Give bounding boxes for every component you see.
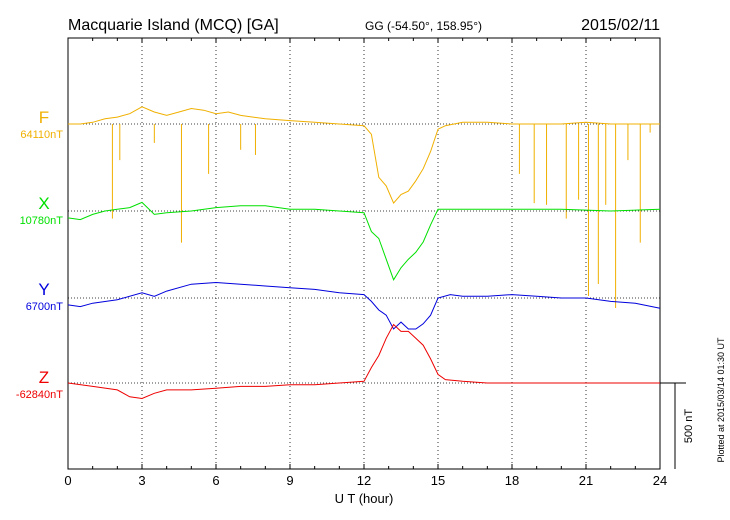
series-label-x: X <box>38 194 49 213</box>
series-baseline-f: 64110nT <box>20 129 63 141</box>
series-baseline-x: 10780nT <box>20 215 64 227</box>
x-tick-label: 18 <box>505 473 519 488</box>
station-coordinates: GG (-54.50°, 158.95°) <box>365 19 482 33</box>
series-line-y <box>67 281 661 330</box>
series-baseline-y: 6700nT <box>26 301 64 313</box>
series-baseline-z: -62840nT <box>16 389 63 401</box>
scale-bar-label: 500 nT <box>683 409 695 444</box>
x-axis-label: U T (hour) <box>335 491 394 506</box>
series-label-z: Z <box>39 368 49 387</box>
x-tick-label: 24 <box>653 473 667 488</box>
grid-lines <box>141 38 587 469</box>
plotted-timestamp: Plotted at 2015/03/14 01:30 UT <box>716 337 726 463</box>
series-line-x <box>67 201 661 281</box>
series-line-z <box>67 323 660 400</box>
x-tick-label: 15 <box>431 473 445 488</box>
x-tick-label: 6 <box>212 473 219 488</box>
scale-bar: 500 nT <box>660 382 695 469</box>
series-label-y: Y <box>38 280 49 299</box>
chart-date: 2015/02/11 <box>581 17 660 34</box>
series-layer: F 64110nT X 10780nT Y 6700nT Z -62840nT <box>16 106 661 401</box>
x-axis: 0 3 6 9 12 15 18 21 24 <box>64 38 667 488</box>
x-tick-label: 12 <box>357 473 371 488</box>
x-tick-label: 0 <box>64 473 71 488</box>
series-line-f <box>68 106 660 205</box>
x-tick-label: 21 <box>579 473 593 488</box>
station-title: Macquarie Island (MCQ) [GA] <box>68 17 279 34</box>
x-tick-label: 9 <box>286 473 293 488</box>
series-label-f: F <box>39 108 49 127</box>
x-tick-label: 3 <box>138 473 145 488</box>
